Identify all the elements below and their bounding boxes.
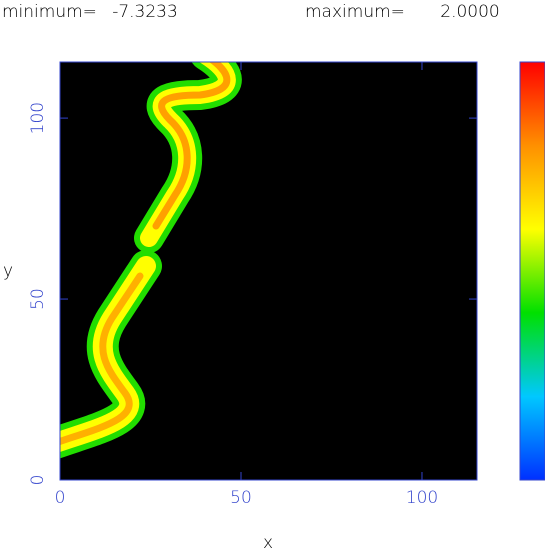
x-tick-label: 50 bbox=[230, 488, 252, 508]
max-value: 2.0000 bbox=[440, 2, 499, 22]
y-tick-label: 50 bbox=[28, 288, 48, 310]
x-tick-label: 100 bbox=[406, 488, 438, 508]
y-tick-label: 0 bbox=[28, 475, 48, 486]
min-value: -7.3233 bbox=[112, 2, 178, 22]
max-label: maximum= bbox=[305, 2, 405, 22]
min-label: minimum= bbox=[2, 2, 97, 22]
colorbar bbox=[519, 61, 545, 481]
field-image bbox=[60, 62, 242, 459]
y-axis-label: y bbox=[3, 261, 13, 281]
y-tick-label: 100 bbox=[28, 102, 48, 134]
plot-frame bbox=[59, 61, 478, 481]
x-tick-label: 0 bbox=[55, 488, 66, 508]
x-axis-label: x bbox=[263, 533, 273, 552]
